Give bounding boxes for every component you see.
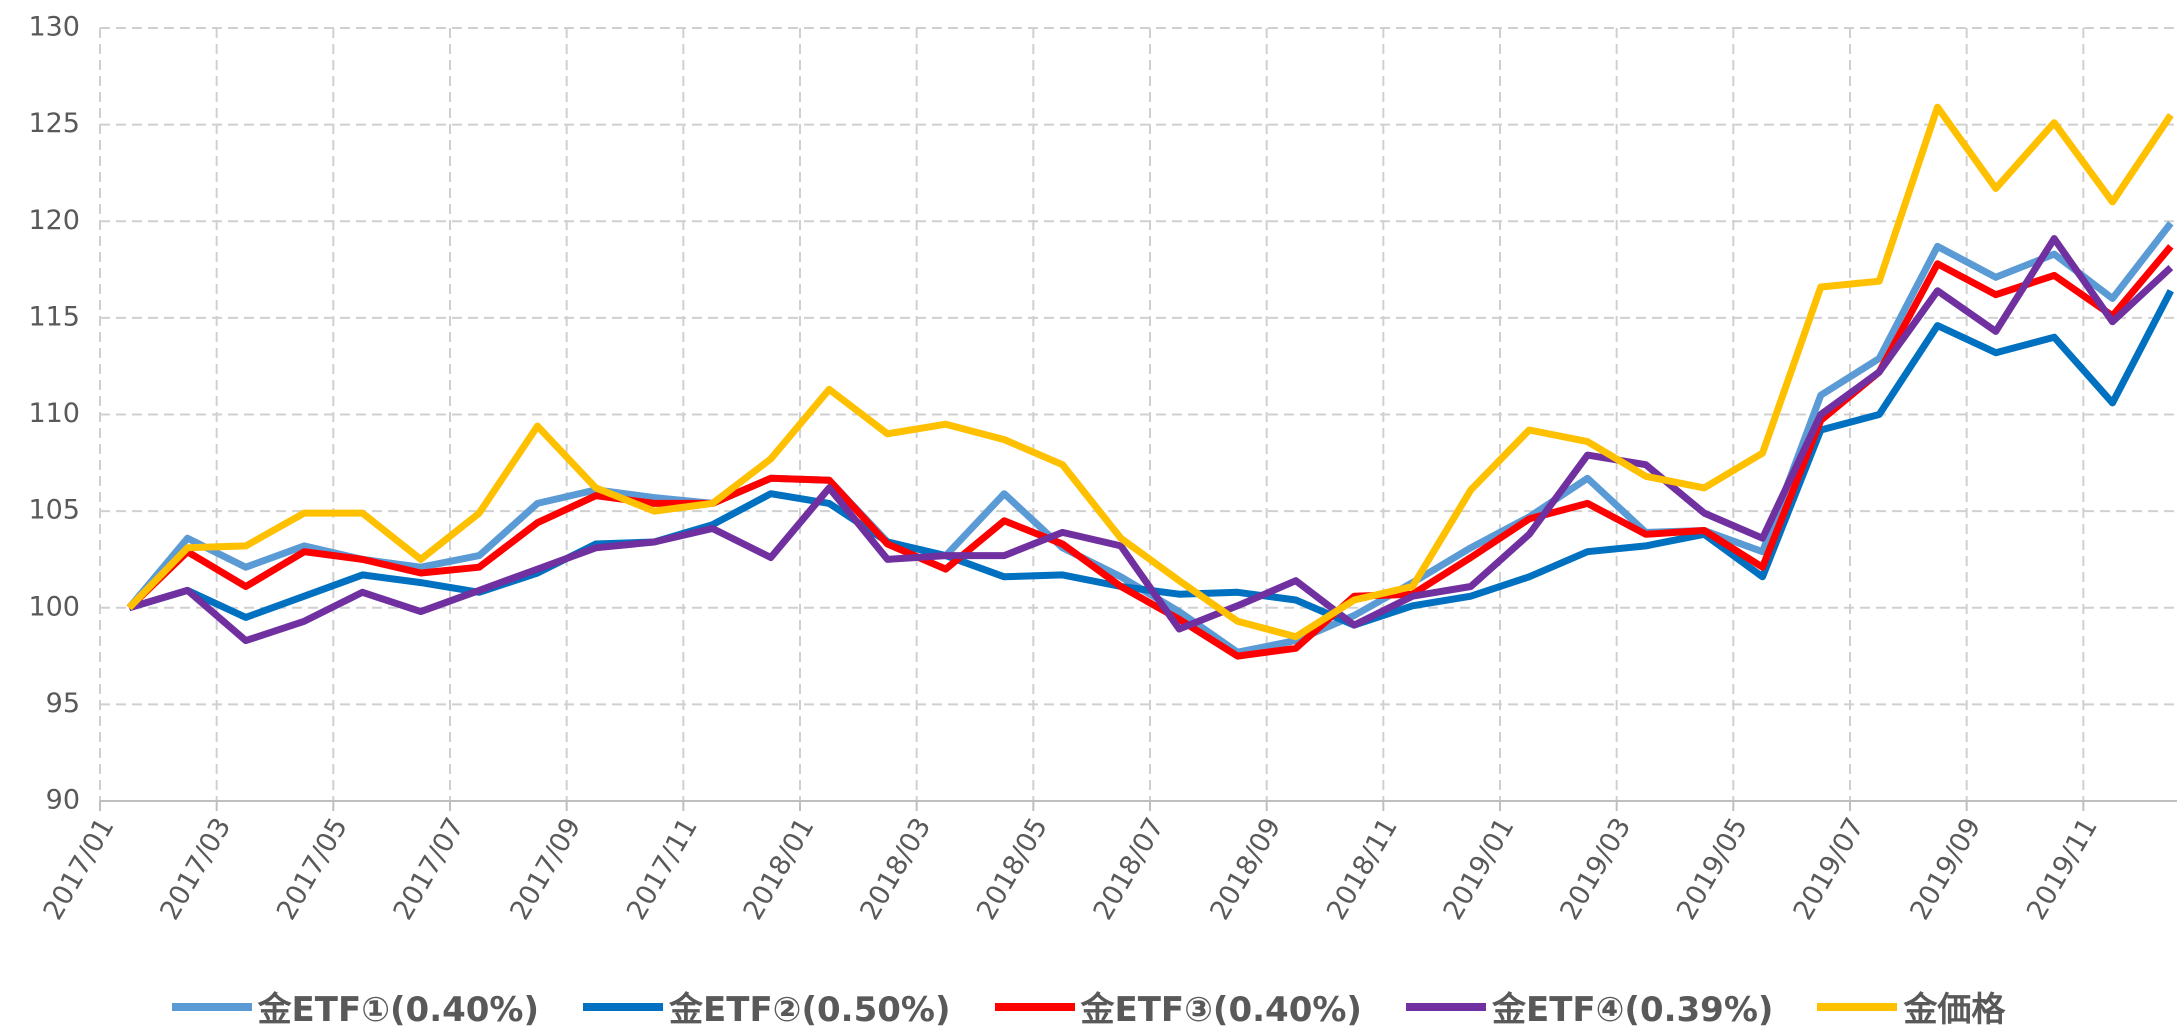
x-tick-label: 2019/11 <box>2021 813 2104 926</box>
legend-label: 金価格 <box>1903 990 2006 1030</box>
y-tick-label: 125 <box>28 108 80 139</box>
y-tick-label: 90 <box>46 785 80 816</box>
legend-swatch <box>171 1002 252 1011</box>
x-tick-label: 2019/09 <box>1904 813 1987 926</box>
chart: 90 95 100 105 110 115 120 125 130 2017/01 2017/03 2… <box>28 12 2177 926</box>
x-tick-label: 2017/01 <box>38 813 121 926</box>
y-tick-label: 95 <box>46 688 80 719</box>
x-tick-label: 2018/11 <box>1321 813 1404 926</box>
legend: 金ETF①(0.40%) 金ETF②(0.50%) 金ETF③(0.40%) 金ETF… <box>0 982 2177 1031</box>
x-tick-label: 2017/03 <box>154 813 237 926</box>
x-tick-label: 2019/01 <box>1438 813 1521 926</box>
x-tick-label: 2019/03 <box>1554 813 1637 926</box>
y-tick-label: 120 <box>28 205 80 236</box>
legend-item: 金ETF④(0.39%) <box>1405 982 1774 1031</box>
y-tick-label: 130 <box>28 12 80 43</box>
x-tick-label: 2017/07 <box>388 813 471 926</box>
legend-label: 金ETF③(0.40%) <box>1080 990 1362 1030</box>
legend-swatch <box>994 1002 1075 1011</box>
x-tick-label: 2018/09 <box>1204 813 1287 926</box>
legend-swatch <box>1817 1002 1898 1011</box>
x-tick-label: 2018/01 <box>738 813 821 926</box>
y-tick-label: 105 <box>28 495 80 526</box>
x-tick-label: 2017/11 <box>621 813 704 926</box>
legend-label: 金ETF②(0.50%) <box>669 990 951 1030</box>
legend-swatch <box>583 1002 664 1011</box>
legend-item: 金ETF②(0.50%) <box>583 982 951 1031</box>
x-tick-label: 2017/09 <box>504 813 587 926</box>
legend-item: 金ETF③(0.40%) <box>994 982 1362 1031</box>
legend-label: 金ETF④(0.39%) <box>1491 990 1774 1030</box>
x-tick-label: 2019/05 <box>1671 813 1754 926</box>
legend-label: 金ETF①(0.40%) <box>257 990 540 1030</box>
x-tick-label: 2019/07 <box>1788 813 1871 926</box>
legend-item: 金価格 <box>1817 982 2005 1031</box>
legend-item: 金ETF①(0.40%) <box>171 982 540 1031</box>
legend-swatch <box>1405 1002 1486 1011</box>
series-line <box>126 221 2174 656</box>
series-line <box>126 103 2174 641</box>
x-tick-label: 2018/03 <box>854 813 937 926</box>
y-tick-label: 100 <box>28 591 80 622</box>
x-tick-label: 2017/05 <box>271 813 354 926</box>
x-tick-label: 2018/07 <box>1088 813 1171 926</box>
series-line <box>128 235 2174 645</box>
y-tick-label: 115 <box>28 301 80 332</box>
x-tick-label: 2018/05 <box>971 813 1054 926</box>
y-tick-label: 110 <box>28 398 80 429</box>
series-line <box>126 244 2174 660</box>
